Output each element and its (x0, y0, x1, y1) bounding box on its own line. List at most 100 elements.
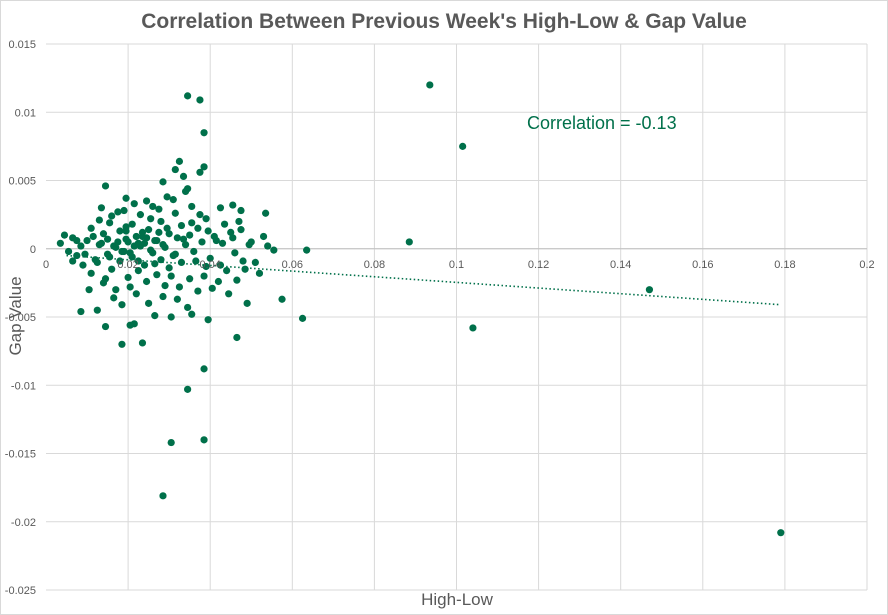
data-point (181, 241, 190, 249)
data-point (184, 385, 192, 393)
data-point (233, 276, 241, 284)
data-point (777, 529, 785, 537)
x-tick-label: 0.04 (199, 259, 220, 271)
data-point (132, 290, 140, 298)
data-point (159, 492, 167, 500)
data-point (73, 251, 81, 260)
data-point (202, 215, 210, 223)
data-point (87, 224, 95, 232)
data-point (243, 299, 251, 307)
x-axis-title: High-Low (421, 590, 493, 609)
data-point (196, 168, 204, 176)
data-point (147, 215, 155, 223)
data-point (120, 206, 128, 215)
data-point (255, 269, 264, 277)
data-point (167, 272, 175, 280)
data-point (171, 165, 179, 174)
data-point (124, 273, 132, 282)
data-point (212, 236, 220, 245)
data-point (93, 258, 101, 266)
data-point (122, 227, 130, 235)
data-point (206, 254, 214, 262)
y-axis-title: Gap Value (6, 276, 25, 356)
data-point (99, 230, 108, 238)
data-point (218, 239, 227, 247)
data-point (130, 242, 138, 250)
data-point (106, 253, 114, 261)
data-point (194, 287, 202, 295)
data-point (142, 234, 151, 242)
data-point (77, 307, 85, 316)
data-point (231, 249, 239, 257)
data-point (177, 258, 186, 266)
data-point (194, 224, 202, 232)
x-tick-label: 0.16 (692, 259, 713, 271)
data-point (262, 209, 270, 217)
x-tick-label: 0.08 (364, 259, 385, 271)
data-point (132, 232, 140, 241)
data-point (233, 333, 241, 342)
data-point (188, 219, 196, 227)
data-point (184, 303, 192, 312)
data-point (223, 266, 231, 275)
data-point (469, 324, 477, 332)
data-point (227, 228, 235, 236)
data-point (173, 295, 181, 303)
data-point (136, 211, 145, 219)
data-point (188, 310, 196, 318)
trendline (66, 254, 781, 306)
correlation-annotation: Correlation = -0.13 (527, 113, 677, 133)
chart-title: Correlation Between Previous Week's High… (141, 10, 747, 33)
data-point (108, 265, 116, 273)
data-point (108, 212, 116, 220)
y-tick-label: 0 (30, 244, 36, 256)
data-point (179, 172, 188, 181)
data-point (171, 250, 179, 258)
data-point (200, 272, 208, 280)
data-point (56, 239, 64, 247)
data-point (303, 246, 311, 254)
data-point (163, 193, 171, 201)
data-point (157, 217, 165, 226)
y-tick-labels: 0.015 0.01 0.005 0 -0.005 -0.01 -0.015 -0.02 -0.… (5, 39, 36, 597)
x-tick-label: 0 (43, 259, 49, 271)
trendline-segment (66, 254, 781, 306)
x-tick-label: 0.2 (859, 259, 874, 271)
data-point (79, 261, 87, 269)
data-point (140, 261, 149, 269)
data-point (171, 209, 179, 217)
data-point (239, 257, 247, 265)
data-point (237, 226, 245, 234)
data-point (101, 322, 110, 331)
data-point (190, 247, 198, 256)
data-point (103, 235, 112, 243)
data-point (147, 246, 155, 254)
data-point (95, 216, 103, 224)
data-point (229, 201, 237, 209)
data-point (93, 306, 101, 314)
data-point (101, 182, 110, 190)
data-point (106, 219, 114, 227)
data-point (169, 196, 177, 204)
data-point (118, 340, 126, 348)
data-point (122, 194, 130, 202)
data-point (235, 217, 243, 226)
data-point (145, 226, 153, 234)
data-point (161, 282, 169, 290)
y-tick-label: -0.005 (5, 312, 36, 324)
data-point (225, 290, 233, 298)
data-point (278, 295, 286, 303)
data-point (112, 286, 120, 294)
data-point (175, 157, 184, 165)
data-point (159, 292, 167, 301)
data-point (220, 220, 229, 228)
x-tick-label: 0.18 (774, 259, 795, 271)
data-point (198, 238, 206, 246)
data-point (89, 232, 97, 241)
data-point (157, 256, 165, 264)
data-point (214, 277, 223, 286)
data-point (138, 339, 147, 347)
data-point (196, 211, 204, 219)
data-point (186, 275, 194, 283)
